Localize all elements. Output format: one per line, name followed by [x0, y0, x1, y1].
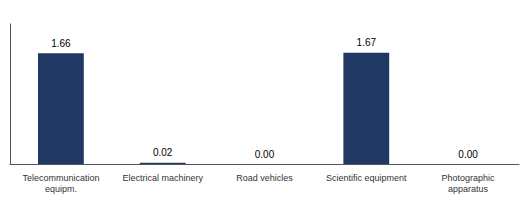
svg-text:1.66: 1.66	[51, 38, 71, 49]
svg-text:Telecommunication: Telecommunication	[22, 173, 99, 183]
svg-text:0.00: 0.00	[458, 149, 478, 160]
svg-text:Electrical machinery: Electrical machinery	[122, 173, 203, 183]
svg-text:Scientific equipment: Scientific equipment	[326, 173, 407, 183]
svg-text:0.02: 0.02	[153, 147, 173, 158]
svg-text:Road vehicles: Road vehicles	[236, 173, 293, 183]
svg-text:1.67: 1.67	[357, 37, 377, 48]
svg-text:0.00: 0.00	[255, 149, 275, 160]
svg-text:equipm.: equipm.	[45, 184, 77, 194]
svg-text:Photographic: Photographic	[442, 173, 496, 183]
svg-text:apparatus: apparatus	[448, 184, 489, 194]
